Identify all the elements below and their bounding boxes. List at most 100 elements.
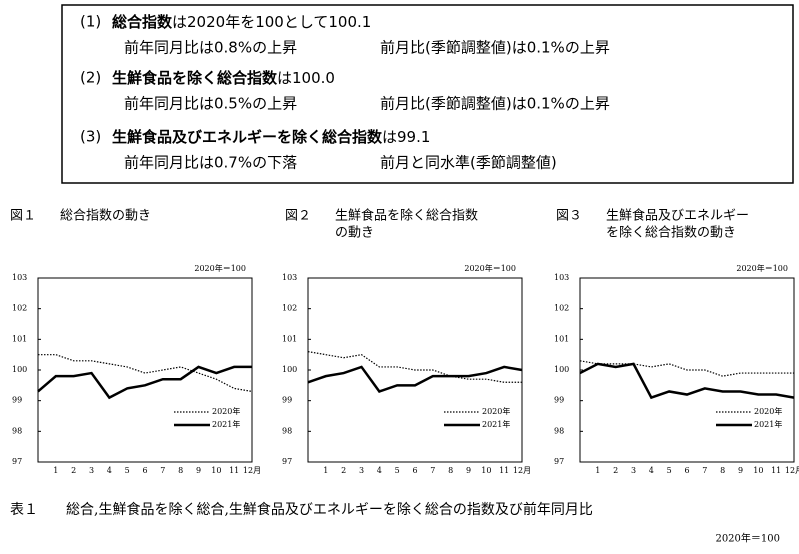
x-tick-label: 7 bbox=[702, 466, 707, 475]
y-tick-label: 98 bbox=[554, 426, 564, 435]
legend-label: 2020年 bbox=[754, 406, 782, 416]
x-tick-label: 12月 bbox=[513, 466, 531, 475]
y-tick-label: 102 bbox=[12, 304, 27, 313]
figure-label: 図２ bbox=[285, 209, 311, 224]
item-number: (3) bbox=[80, 128, 101, 146]
x-tick-label: 10 bbox=[753, 466, 763, 475]
x-tick-label: 11 bbox=[229, 466, 239, 475]
x-tick-label: 2 bbox=[341, 466, 346, 475]
series-line bbox=[579, 362, 795, 400]
legend-label: 2021年 bbox=[754, 419, 782, 429]
item-detail: 前月比(季節調整値)は0.1%の上昇 bbox=[380, 95, 610, 113]
item-headline: 総合指数は2020年を100として100.1 bbox=[112, 13, 371, 31]
x-tick-label: 1 bbox=[323, 466, 328, 475]
y-tick-label: 99 bbox=[554, 396, 564, 405]
item-detail: 前年同月比は0.7%の下落 bbox=[124, 154, 297, 172]
y-tick-label: 99 bbox=[12, 396, 22, 405]
item-text: は99.1 bbox=[382, 128, 430, 146]
series-line bbox=[307, 351, 522, 383]
chart-title: を除く総合指数の動き bbox=[606, 226, 736, 241]
item-text: は100.0 bbox=[277, 69, 335, 87]
x-tick-label: 10 bbox=[211, 466, 221, 475]
x-tick-label: 12月 bbox=[785, 466, 799, 475]
x-tick-label: 1 bbox=[595, 466, 600, 475]
item-detail: 前月と同水準(季節調整値) bbox=[380, 154, 557, 172]
figure-label: 図３ bbox=[556, 209, 582, 224]
x-tick-label: 12月 bbox=[243, 466, 261, 475]
table-title: 表１ bbox=[10, 502, 38, 518]
x-tick-label: 1 bbox=[53, 466, 58, 475]
y-tick-label: 102 bbox=[282, 304, 297, 313]
chart-title: 生鮮食品及びエネルギー bbox=[606, 208, 749, 224]
y-tick-label: 98 bbox=[12, 426, 22, 435]
y-tick-label: 101 bbox=[12, 334, 27, 343]
series-line bbox=[37, 365, 252, 400]
y-tick-label: 103 bbox=[554, 273, 569, 282]
chart-title: 生鮮食品を除く総合指数 bbox=[335, 208, 478, 224]
chart-title: 総合指数の動き bbox=[60, 209, 151, 224]
item-headline: 生鮮食品を除く総合指数は100.0 bbox=[112, 69, 335, 87]
y-tick-label: 103 bbox=[12, 273, 27, 282]
y-tick-label: 103 bbox=[282, 273, 297, 282]
legend-label: 2020年 bbox=[212, 406, 240, 416]
x-tick-label: 8 bbox=[178, 466, 183, 475]
y-tick-label: 100 bbox=[282, 365, 297, 374]
x-tick-label: 11 bbox=[771, 466, 781, 475]
x-tick-label: 4 bbox=[377, 466, 382, 475]
y-tick-label: 97 bbox=[554, 457, 564, 466]
x-tick-label: 6 bbox=[412, 466, 417, 475]
item-name: 生鮮食品及びエネルギーを除く総合指数 bbox=[112, 128, 383, 146]
y-tick-label: 97 bbox=[282, 457, 292, 466]
unit-note: 2020年＝100 bbox=[736, 263, 788, 273]
x-tick-label: 3 bbox=[631, 466, 636, 475]
x-tick-label: 9 bbox=[196, 466, 201, 475]
x-tick-label: 3 bbox=[89, 466, 94, 475]
unit-note: 2020年＝100 bbox=[194, 263, 246, 273]
x-tick-label: 5 bbox=[667, 466, 672, 475]
x-tick-label: 7 bbox=[160, 466, 165, 475]
item-detail: 前年同月比は0.8%の上昇 bbox=[124, 39, 297, 57]
legend-label: 2021年 bbox=[212, 419, 240, 429]
x-tick-label: 10 bbox=[481, 466, 491, 475]
x-tick-label: 11 bbox=[499, 466, 509, 475]
x-tick-label: 8 bbox=[720, 466, 725, 475]
item-name: 生鮮食品を除く総合指数 bbox=[112, 69, 278, 87]
x-tick-label: 6 bbox=[684, 466, 689, 475]
x-tick-label: 3 bbox=[359, 466, 364, 475]
x-tick-label: 2 bbox=[613, 466, 618, 475]
x-tick-label: 6 bbox=[142, 466, 147, 475]
plot-frame bbox=[37, 277, 253, 463]
y-tick-label: 100 bbox=[12, 365, 27, 374]
item-headline: 生鮮食品及びエネルギーを除く総合指数は99.1 bbox=[112, 128, 430, 146]
y-tick-label: 100 bbox=[554, 365, 569, 374]
x-tick-label: 2 bbox=[71, 466, 76, 475]
item-name: 総合指数 bbox=[112, 13, 173, 31]
x-tick-label: 8 bbox=[448, 466, 453, 475]
x-tick-label: 9 bbox=[738, 466, 743, 475]
item-number: (2) bbox=[80, 69, 101, 87]
legend-label: 2021年 bbox=[482, 419, 510, 429]
unit-note: 2020年＝100 bbox=[464, 263, 516, 273]
summary-box bbox=[61, 4, 794, 184]
y-tick-label: 98 bbox=[282, 426, 292, 435]
figure-label: 図１ bbox=[10, 209, 36, 224]
series-line bbox=[307, 365, 523, 393]
x-tick-label: 4 bbox=[649, 466, 654, 475]
table-note: 2020年＝100 bbox=[715, 532, 780, 545]
series-line bbox=[579, 360, 794, 377]
y-tick-label: 97 bbox=[12, 457, 22, 466]
x-tick-label: 5 bbox=[395, 466, 400, 475]
chart-title: の動き bbox=[335, 226, 374, 241]
x-tick-label: 4 bbox=[107, 466, 112, 475]
table-caption: 総合,生鮮食品を除く総合,生鮮食品及びエネルギーを除く総合の指数及び前年同月比 bbox=[66, 501, 593, 518]
x-tick-label: 5 bbox=[125, 466, 130, 475]
item-number: (1) bbox=[80, 13, 101, 31]
y-tick-label: 101 bbox=[282, 334, 297, 343]
y-tick-label: 101 bbox=[554, 334, 569, 343]
legend-label: 2020年 bbox=[482, 406, 510, 416]
x-tick-label: 9 bbox=[466, 466, 471, 475]
x-tick-label: 7 bbox=[430, 466, 435, 475]
item-detail: 前年同月比は0.5%の上昇 bbox=[124, 95, 297, 113]
y-tick-label: 99 bbox=[282, 396, 292, 405]
